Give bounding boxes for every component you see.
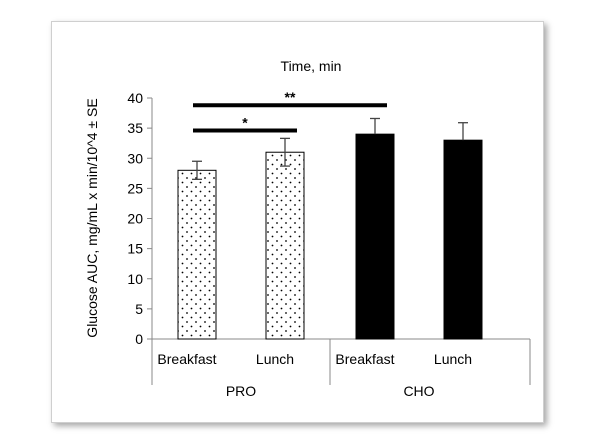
bar [265,151,305,340]
y-tick-label: 10 [127,271,143,287]
y-tick-label: 5 [135,301,143,317]
y-tick-label: 20 [127,211,143,227]
significance-label: ** [285,89,296,105]
x-category-label: Breakfast [335,351,394,367]
chart-title: Time, min [281,58,342,74]
x-group-label: CHO [403,383,434,399]
axis-labels: 0 5 10 15 20 25 30 35 40 Breakfast Lunch Breakfast L… [127,90,472,399]
y-tick-label: 0 [135,331,143,347]
bar [443,139,483,340]
bar [177,169,217,340]
y-tick-label: 40 [127,90,143,106]
x-category-label: Breakfast [157,351,216,367]
bar [355,133,395,340]
x-group-label: PRO [226,383,256,399]
y-tick-label: 25 [127,180,143,196]
y-tick-label: 15 [127,241,143,257]
x-category-label: Lunch [434,351,472,367]
y-tick-label: 30 [127,150,143,166]
y-axis-label: Glucose AUC, mg/mL x min/10^4 ± SE [84,98,100,337]
bars [177,117,483,340]
x-category-label: Lunch [256,351,294,367]
significance-markers: *** [193,89,387,133]
significance-label: * [242,115,248,131]
y-tick-label: 35 [127,120,143,136]
